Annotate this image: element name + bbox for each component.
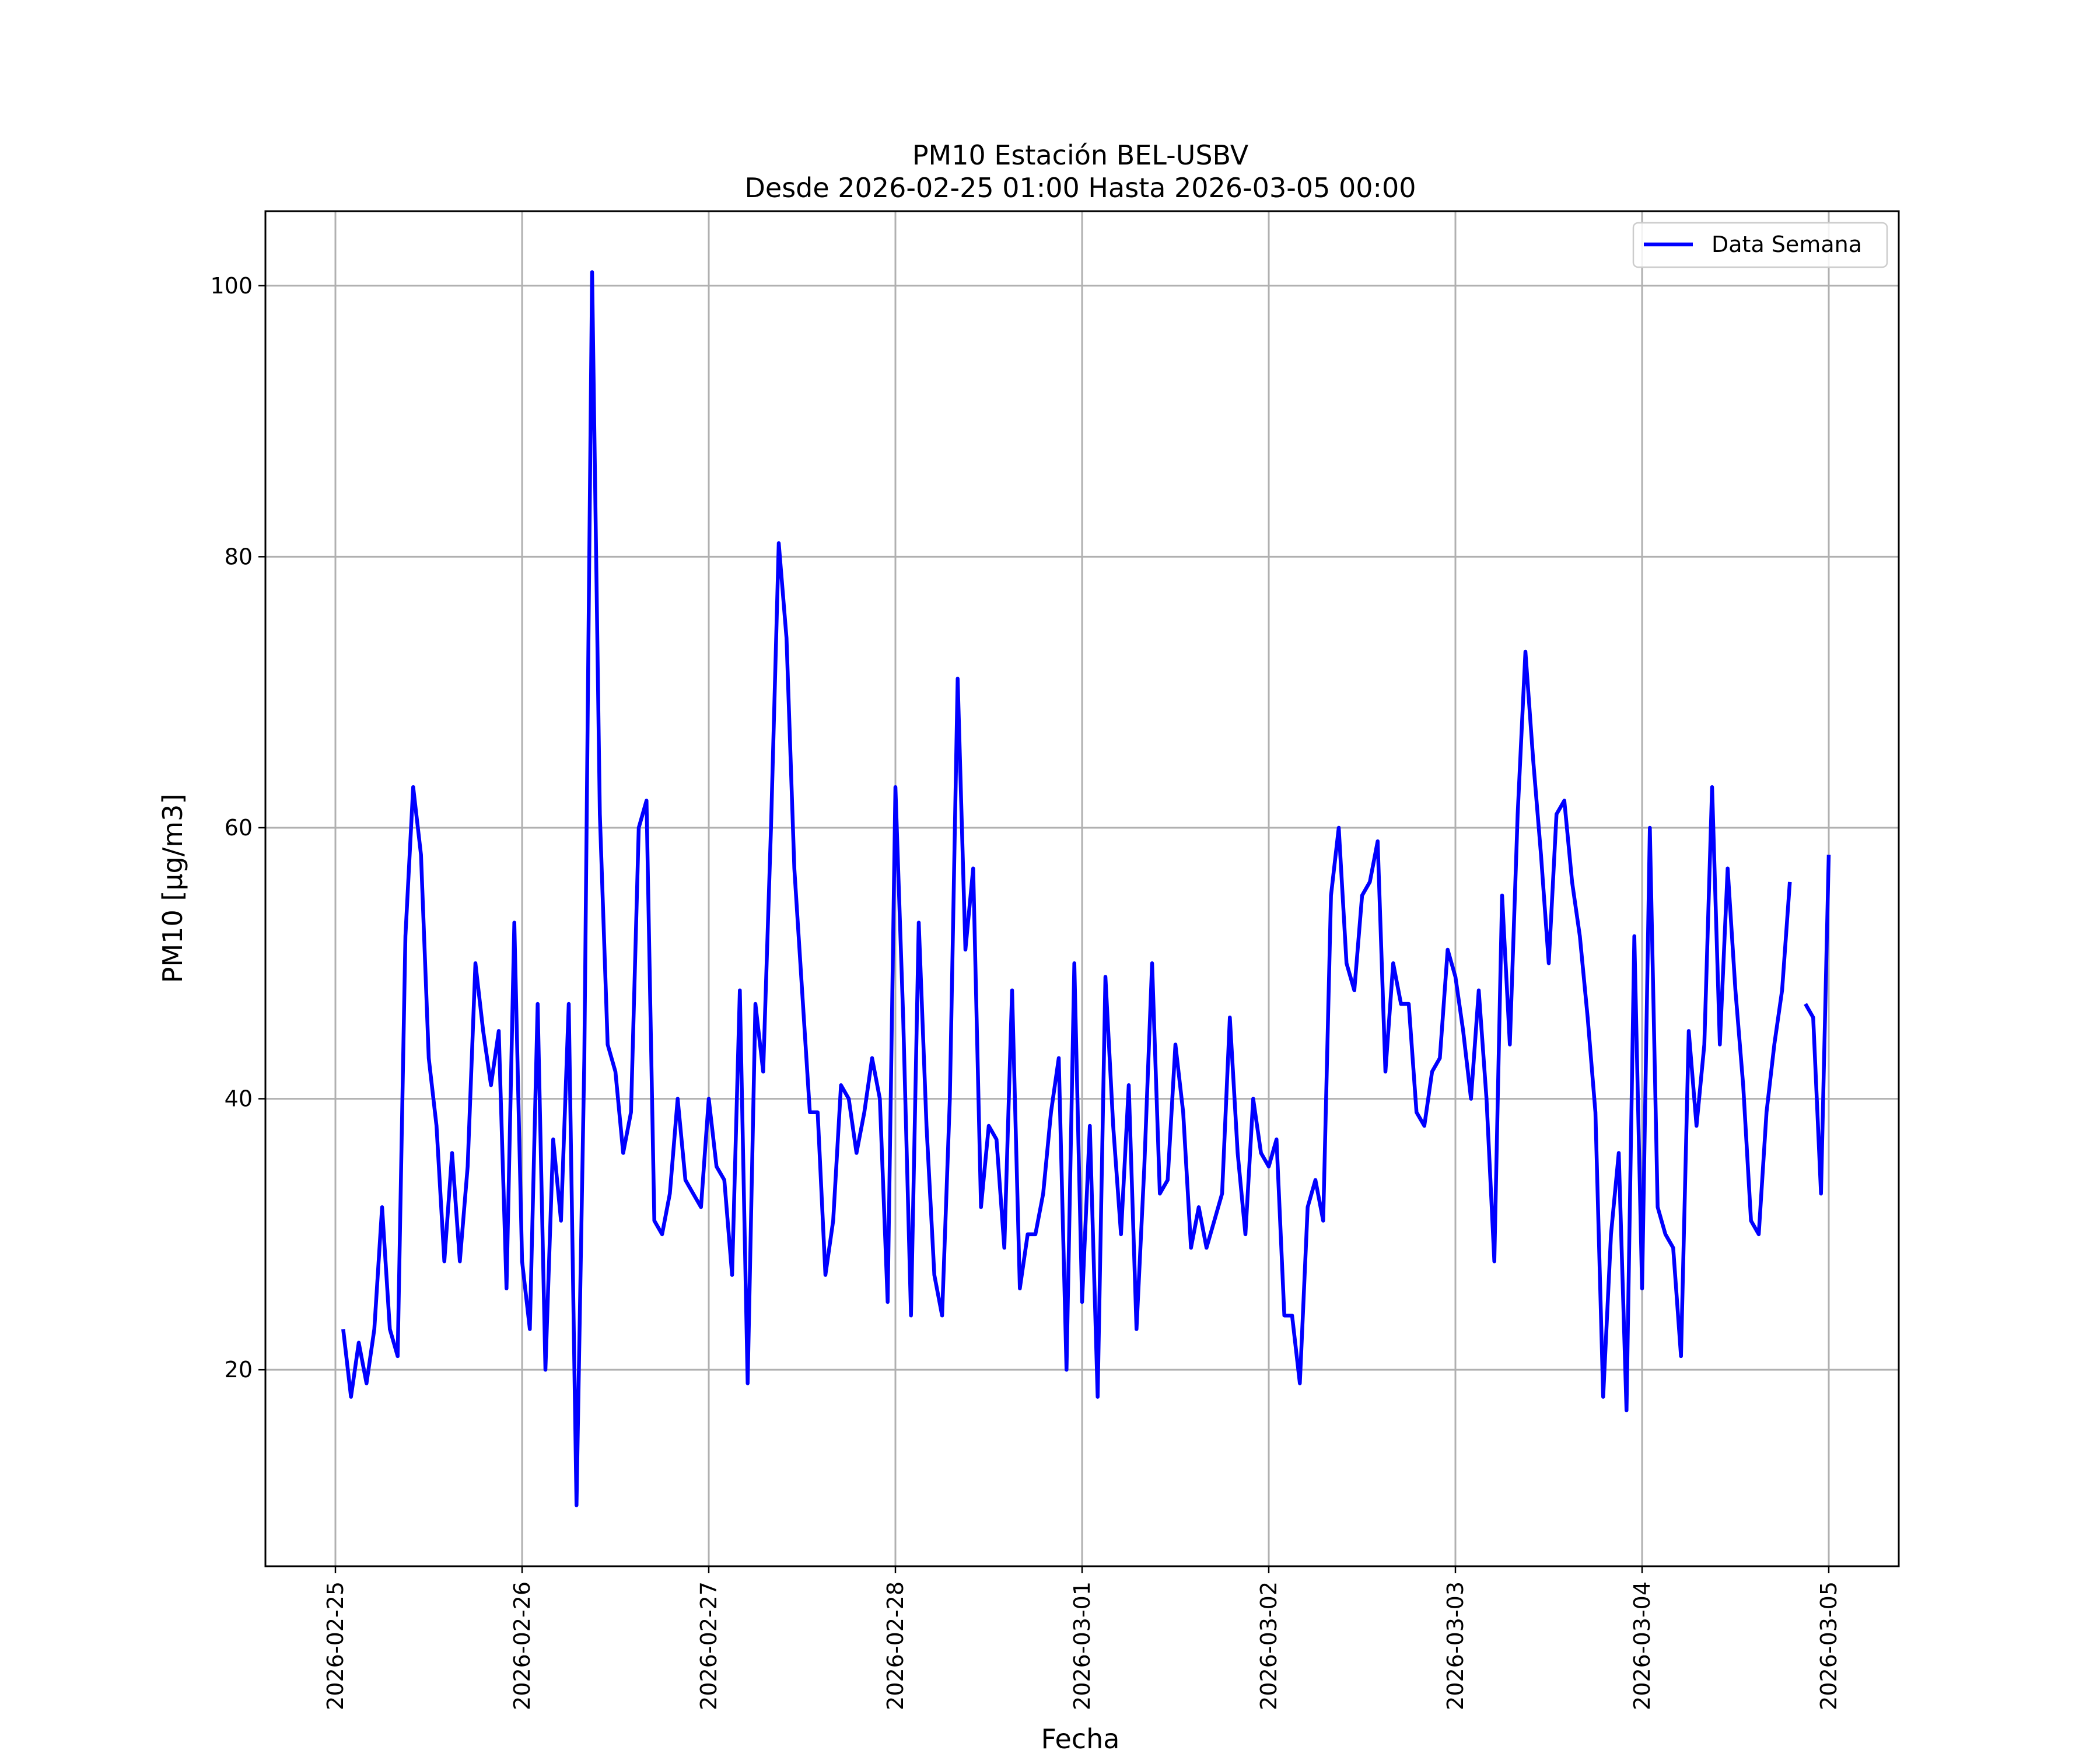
legend-label-data-semana: Data Semana <box>1712 232 1862 257</box>
y-tick-label: 80 <box>225 544 253 569</box>
x-tick-label: 2026-02-27 <box>696 1581 722 1710</box>
legend: Data Semana <box>1632 222 1888 268</box>
legend-box <box>1632 222 1888 268</box>
series-line-data-semana <box>341 270 1792 1507</box>
plot-area-frame <box>264 210 1900 1567</box>
x-axis-label: Fecha <box>1041 1723 1120 1750</box>
y-tick-label: 20 <box>225 1357 253 1382</box>
x-tick-label: 2026-03-04 <box>1629 1581 1655 1710</box>
x-tick-label: 2026-03-03 <box>1443 1581 1468 1710</box>
y-tick-label: 40 <box>225 1086 253 1112</box>
x-tick-label: 2026-03-01 <box>1069 1581 1095 1710</box>
x-tick-label: 2026-03-02 <box>1256 1581 1282 1710</box>
y-tick-label: 60 <box>225 815 253 841</box>
chart-title: PM10 Estación BEL-USBV <box>912 139 1249 171</box>
series-line-data-semana-segment-2 <box>1804 855 1831 1196</box>
axis-ticks: 20 40 60 80 100 2026-02-25 2026-02-26 2026-02-2… <box>210 273 1842 1710</box>
x-tick-label: 2026-02-26 <box>509 1581 535 1710</box>
x-tick-label: 2026-02-25 <box>323 1581 348 1710</box>
x-tick-label: 2026-02-28 <box>883 1581 908 1710</box>
y-axis-label: PM10 [μg/m3] <box>157 794 188 984</box>
y-tick-label: 100 <box>210 273 253 299</box>
x-tick-label: 2026-03-05 <box>1816 1581 1842 1710</box>
chart-subtitle: Desde 2026-02-25 01:00 Hasta 2026-03-05 … <box>744 172 1416 204</box>
